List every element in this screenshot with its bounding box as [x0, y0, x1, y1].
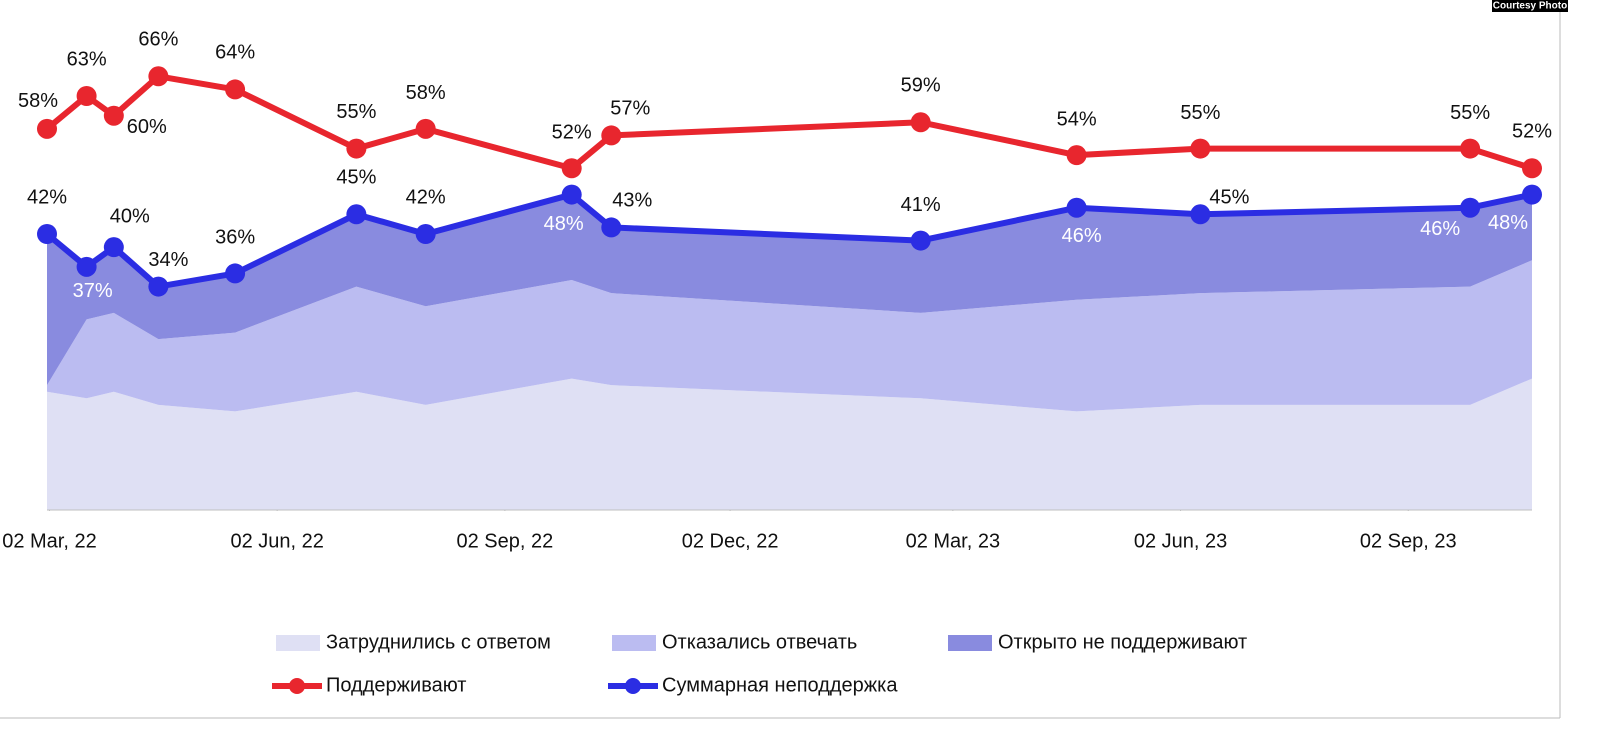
value-label: 45% [336, 167, 376, 189]
value-label: 64% [215, 42, 255, 64]
marker [1460, 197, 1481, 218]
line [45, 73, 1533, 172]
value-label: 46% [1420, 218, 1460, 240]
value-label: 41% [901, 194, 941, 216]
legend-swatch [625, 678, 641, 694]
value-label: 43% [612, 190, 652, 212]
marker [346, 138, 367, 159]
marker [601, 125, 622, 146]
marker [76, 256, 97, 277]
marker [910, 230, 931, 251]
x-tick-label: 02 Jun, 23 [1134, 530, 1227, 552]
value-label: 55% [336, 101, 376, 123]
value-label: 60% [127, 116, 167, 138]
marker [1190, 204, 1211, 225]
legend-swatch [276, 635, 320, 651]
x-tick-label: 02 Mar, 22 [2, 530, 97, 552]
value-label: 37% [73, 280, 113, 302]
legend-label: Открыто не поддерживают [998, 631, 1247, 653]
value-label: 48% [544, 213, 584, 235]
marker [1190, 138, 1211, 159]
marker [1522, 184, 1542, 205]
marker [415, 118, 436, 139]
value-label: 34% [148, 249, 188, 271]
marker [561, 184, 582, 205]
marker [561, 158, 582, 179]
value-label: 45% [1209, 187, 1249, 209]
marker [1066, 145, 1087, 166]
value-label: 55% [1180, 102, 1220, 124]
area [47, 260, 1532, 412]
marker [346, 204, 367, 225]
marker [225, 79, 246, 100]
value-label: 48% [1488, 212, 1528, 234]
marker [103, 237, 124, 258]
marker [1522, 158, 1542, 179]
marker [601, 217, 622, 238]
legend-swatch [289, 678, 305, 694]
value-label: 66% [138, 29, 178, 51]
legend-swatch [948, 635, 992, 651]
x-tick-label: 02 Mar, 23 [906, 530, 1001, 552]
value-label: 63% [67, 48, 107, 70]
value-label: 46% [1062, 225, 1102, 247]
value-label: 52% [1512, 121, 1552, 143]
value-label: 57% [610, 98, 650, 120]
value-label: 59% [901, 75, 941, 97]
area [47, 378, 1532, 510]
watermark-box [1492, 0, 1568, 12]
x-tick-label: 02 Sep, 23 [1360, 530, 1457, 552]
legend-label: Затруднились с ответом [326, 631, 551, 653]
marker [415, 224, 436, 244]
marker [225, 263, 246, 284]
value-label: 42% [406, 186, 446, 208]
area [47, 194, 1532, 386]
marker [1460, 138, 1481, 159]
value-label: 42% [27, 186, 67, 208]
value-label: 40% [110, 205, 150, 227]
legend-swatch [612, 635, 656, 651]
marker [148, 66, 169, 87]
marker [148, 276, 169, 297]
value-label: 58% [18, 90, 58, 112]
value-label: 55% [1450, 102, 1490, 124]
value-label: 36% [215, 227, 255, 249]
marker [910, 112, 931, 133]
legend-label: Отказались отвечать [662, 631, 857, 653]
marker [1066, 197, 1087, 218]
value-label: 52% [552, 122, 592, 144]
x-tick-label: 02 Sep, 22 [457, 530, 554, 552]
x-tick-label: 02 Jun, 22 [230, 530, 323, 552]
x-tick-label: 02 Dec, 22 [682, 530, 779, 552]
marker [37, 224, 57, 244]
watermark: Courtesy Photo [1493, 1, 1567, 12]
marker [37, 118, 57, 139]
value-label: 58% [406, 82, 446, 104]
value-label: 54% [1057, 108, 1097, 130]
legend-label: Суммарная неподдержка [662, 674, 898, 696]
legend-label: Поддерживают [326, 674, 466, 696]
marker [76, 86, 97, 106]
marker [103, 105, 124, 126]
